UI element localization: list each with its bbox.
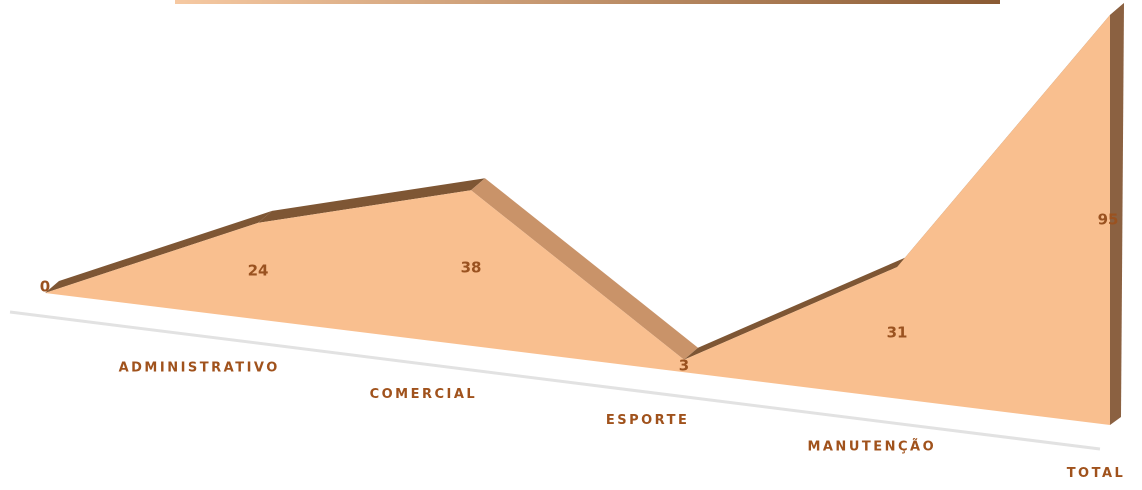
x-tick-label: ESPORTE — [606, 413, 690, 428]
value-label: 95 — [1098, 211, 1119, 229]
area-depth — [471, 178, 698, 360]
value-label: 3 — [679, 356, 689, 374]
plot-area: 0 24 ADMINISTRATIVO 38 COMERCIAL 3 ESPORTE 31 MA… — [40, 3, 1126, 481]
floor-line — [9, 310, 1101, 451]
area-side — [1110, 3, 1124, 425]
area — [45, 15, 1110, 425]
x-tick-label: TOTAL — [1067, 466, 1126, 481]
value-label: 38 — [461, 259, 482, 277]
value-label: 31 — [887, 323, 908, 341]
x-tick-label: ADMINISTRATIVO — [119, 360, 280, 375]
title-bar — [175, 0, 1000, 4]
area-depth — [258, 178, 485, 223]
x-tick-label: COMERCIAL — [370, 387, 478, 402]
value-label: 24 — [248, 262, 269, 280]
x-tick-label: MANUTENÇÃO — [807, 439, 936, 455]
area-depth — [684, 255, 911, 360]
area-depth — [45, 210, 272, 293]
value-label: 0 — [40, 278, 50, 296]
